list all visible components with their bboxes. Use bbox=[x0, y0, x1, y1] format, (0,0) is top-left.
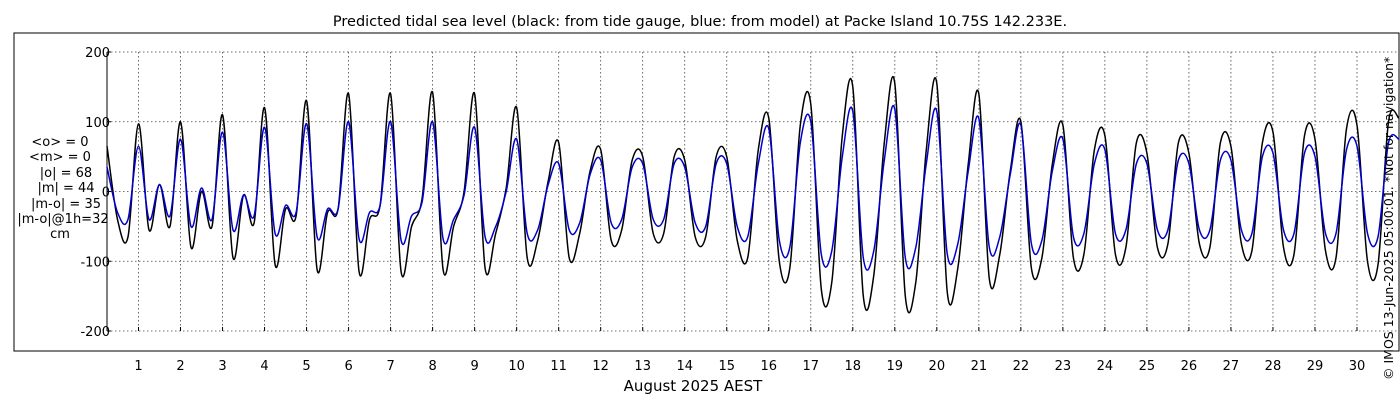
x-tick-label: 30 bbox=[1349, 359, 1366, 374]
x-tick-label: 7 bbox=[386, 359, 394, 374]
x-tick-label: 15 bbox=[718, 359, 735, 374]
x-tick-label: 8 bbox=[428, 359, 436, 374]
chart-title: Predicted tidal sea level (black: from t… bbox=[333, 14, 1067, 30]
plot-frame bbox=[13, 32, 1400, 352]
x-tick-label: 20 bbox=[929, 359, 946, 374]
x-tick-label: 25 bbox=[1139, 359, 1156, 374]
stat-abs-obs: |o| = 68 bbox=[39, 165, 93, 181]
x-tick-label: 6 bbox=[344, 359, 352, 374]
x-tick-label: 1 bbox=[134, 359, 142, 374]
x-axis: 1 2 3 4 5 6 7 8 9 10 11 12 13 14 15 16 17 18 19 20 21 22 23 24 2… bbox=[134, 327, 1365, 374]
x-tick-label: 27 bbox=[1223, 359, 1240, 374]
y-tick-label: -100 bbox=[80, 255, 110, 270]
stat-abs-diff-1h: |m-o|@1h=32 bbox=[17, 212, 109, 228]
x-tick-label: 2 bbox=[176, 359, 184, 374]
y-axis: 200 100 0 -100 -200 bbox=[80, 46, 111, 340]
x-tick-label: 29 bbox=[1307, 359, 1324, 374]
stat-mean-model: <m> = 0 bbox=[29, 150, 91, 166]
statistics-panel: <o> = 0 <m> = 0 |o| = 68 |m| = 44 |m-o| … bbox=[0, 135, 118, 243]
x-tick-label: 26 bbox=[1181, 359, 1198, 374]
x-tick-label: 21 bbox=[971, 359, 988, 374]
y-tick-label: 200 bbox=[85, 46, 110, 61]
stat-mean-obs: <o> = 0 bbox=[31, 135, 89, 150]
grid-lines bbox=[107, 51, 1399, 332]
x-tick-label: 4 bbox=[260, 359, 268, 374]
series-lines bbox=[106, 75, 1400, 314]
x-tick-label: 11 bbox=[550, 359, 567, 374]
x-tick-label: 28 bbox=[1265, 359, 1282, 374]
x-tick-label: 22 bbox=[1013, 359, 1030, 374]
x-tick-label: 9 bbox=[471, 359, 479, 374]
x-tick-label: 12 bbox=[592, 359, 609, 374]
x-axis-label: August 2025 AEST bbox=[624, 377, 763, 395]
y-tick-label: 100 bbox=[85, 116, 110, 131]
stat-unit: cm bbox=[50, 227, 70, 243]
y-tick-label: 0 bbox=[102, 186, 110, 201]
x-tick-label: 5 bbox=[302, 359, 310, 374]
x-tick-label: 24 bbox=[1097, 359, 1114, 374]
series-line-model bbox=[106, 105, 1400, 271]
stat-abs-model: |m| = 44 bbox=[37, 181, 95, 197]
stat-abs-diff: |m-o| = 35 bbox=[30, 196, 101, 212]
x-tick-label: 16 bbox=[760, 359, 777, 374]
x-tick-label: 13 bbox=[634, 359, 651, 374]
x-tick-label: 10 bbox=[508, 359, 525, 374]
x-tick-label: 3 bbox=[218, 359, 226, 374]
x-tick-label: 23 bbox=[1055, 359, 1072, 374]
x-tick-label: 19 bbox=[887, 359, 904, 374]
x-tick-label: 14 bbox=[676, 359, 693, 374]
x-tick-label: 17 bbox=[802, 359, 819, 374]
y-tick-label: -200 bbox=[80, 325, 110, 340]
copyright-note: © IMOS 13-Jun-2025 05:00:01. *Not for na… bbox=[1381, 56, 1396, 380]
x-tick-label: 18 bbox=[845, 359, 862, 374]
